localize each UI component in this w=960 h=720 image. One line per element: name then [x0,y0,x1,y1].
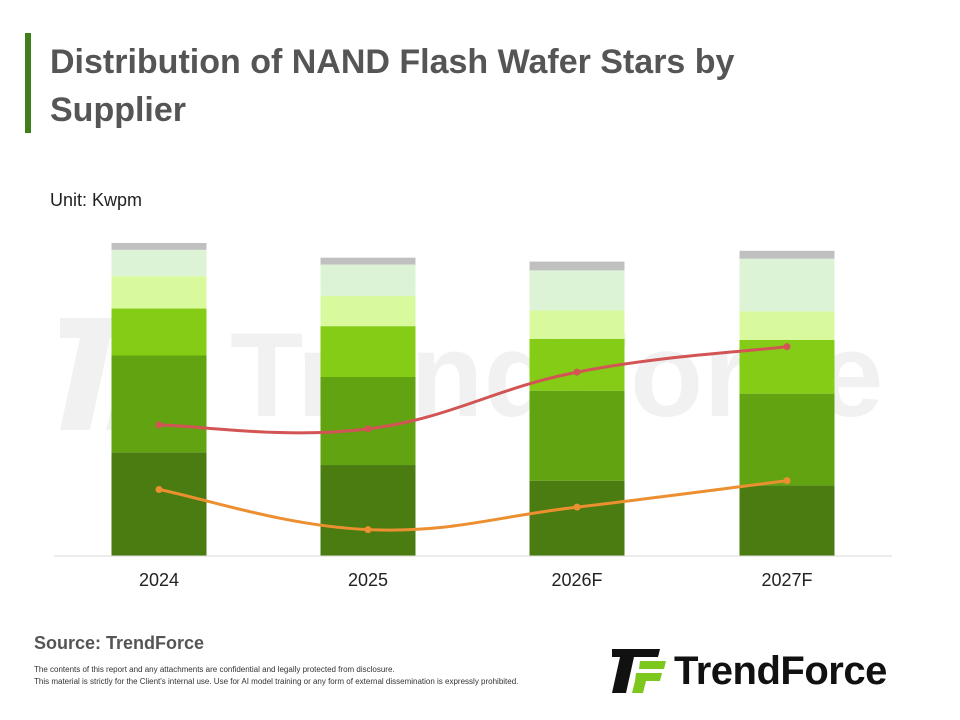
bar-segment-2026F-4 [529,310,625,339]
bar-segment-2025-3 [320,326,416,378]
line-series-2-point-2026F [573,503,581,511]
trendforce-logo: TrendForce [612,646,932,696]
unit-label: Unit: Kwpm [50,190,143,210]
logo-text: TrendForce [674,649,887,693]
bar-segment-2027F-6 [739,250,835,259]
line-series-1-point-2025 [364,425,372,433]
bar-segment-2025-1 [320,465,416,556]
bar-segment-2024-4 [111,276,207,309]
bar-segment-2025-2 [320,377,416,466]
x-tick-label-2026F: 2026F [551,570,602,590]
bar-segment-2025-6 [320,257,416,265]
bar-segment-2027F-5 [739,258,835,312]
title-accent-bar [25,33,31,133]
bar-segment-2027F-4 [739,311,835,340]
line-series-2 [157,479,789,532]
bar-segment-2026F-5 [529,270,625,311]
line-series-2-point-2025 [364,526,372,534]
trendforce-logo-icon [612,649,666,693]
bar-segment-2025-4 [320,295,416,327]
disclaimer-line-1: The contents of this report and any atta… [34,665,395,674]
line-series-1-point-2024 [155,421,163,429]
line-series-1-point-2027F [783,343,791,351]
chart-title: Distribution of NAND Flash Wafer Stars b… [50,43,735,129]
disclaimer-line-2: This material is strictly for the Client… [34,677,519,686]
x-tick-label-2024: 2024 [139,570,179,590]
disclaimer: The contents of this report and any atta… [34,664,594,688]
x-tick-label-2027F: 2027F [761,570,812,590]
bar-segment-2027F-1 [739,485,835,556]
line-series-2-point-2024 [155,485,163,493]
x-tick-label-2025: 2025 [348,570,388,590]
bar-segment-2027F-2 [739,393,835,486]
bar-segment-2026F-3 [529,338,625,391]
bar-segment-2026F-1 [529,480,625,556]
line-series-1 [157,345,789,435]
line-series-2-point-2027F [783,477,791,485]
bar-segment-2024-2 [111,355,207,453]
line-series-1-point-2026F [573,368,581,376]
bar-segment-2026F-6 [529,261,625,271]
bar-segment-2024-6 [111,243,207,250]
bar-segment-2024-3 [111,308,207,356]
bar-segment-2024-5 [111,249,207,277]
bar-segment-2026F-2 [529,390,625,481]
source-label: Source: TrendForce [34,633,205,653]
bar-segment-2024-1 [111,452,207,556]
bar-segment-2025-5 [320,264,416,296]
